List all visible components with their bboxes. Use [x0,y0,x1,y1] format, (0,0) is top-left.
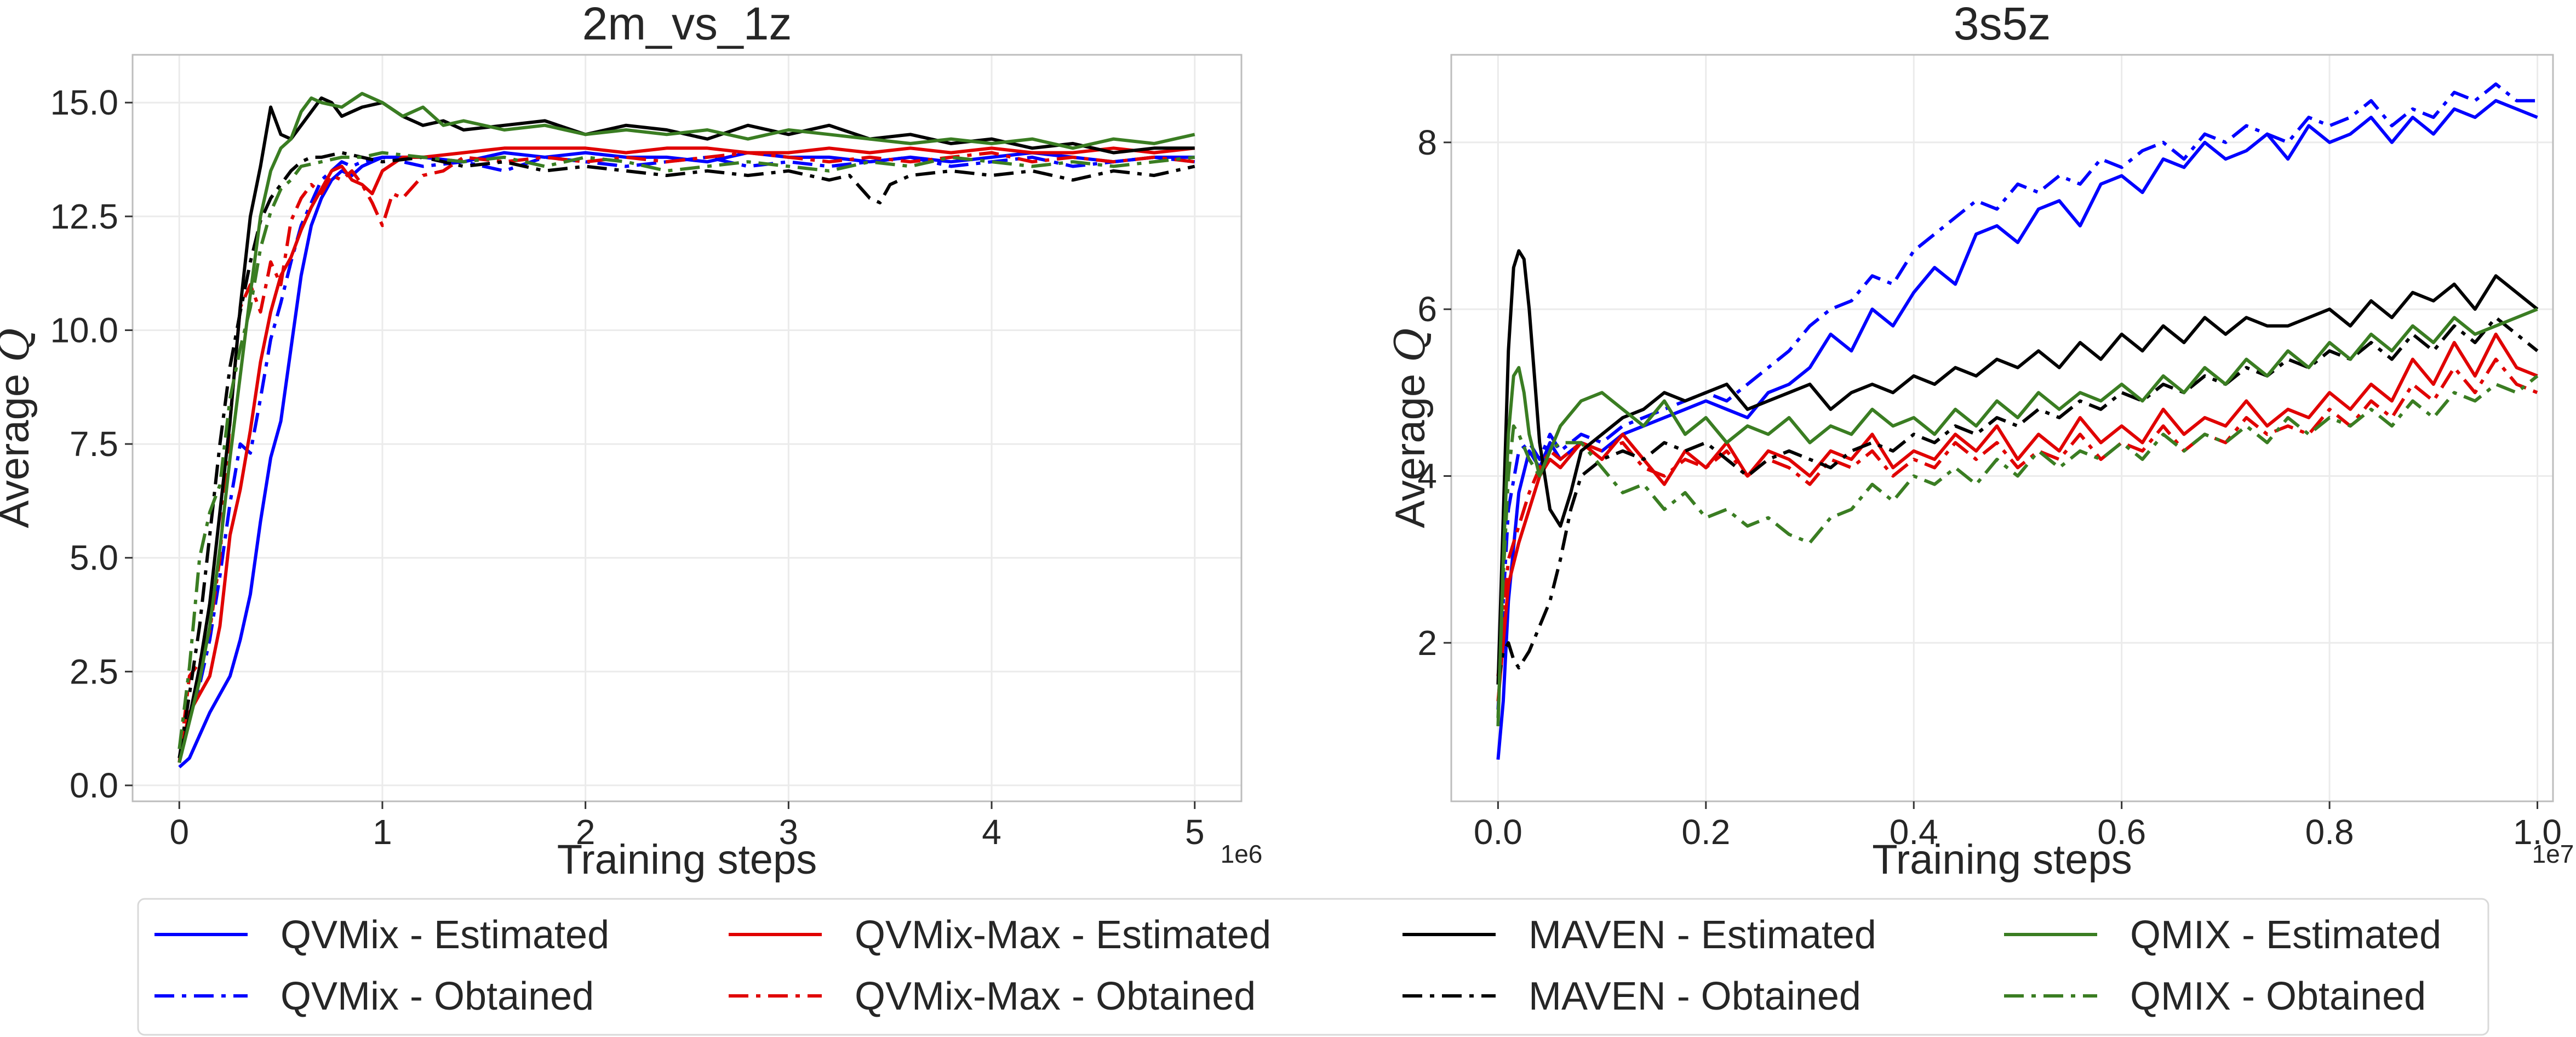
chart-2-y-tick-label-0: 2 [1417,623,1437,663]
chart-1-y-tick-label-3: 7.5 [70,424,118,464]
chart-1-x-axis-label: Training steps [557,836,817,883]
legend-box [137,898,2489,1036]
chart-2-x-tick-label-0: 0.0 [1474,812,1522,852]
chart-1-series-maven-estimated [178,96,1195,763]
chart-1-x-offset-label: 1e6 [1221,840,1263,868]
legend-label-maven-obtained: MAVEN - Obtained [1529,975,1861,1018]
chart-2-y-tick-label-2: 6 [1417,289,1437,329]
chart-2-series-qmix-estimated [1496,307,2538,727]
chart-1-series-qmix-obtained [178,151,1195,749]
chart-1-series-maven-obtained [178,151,1195,759]
chart-2-plot-frame [1450,54,2554,802]
chart-2-panel: 0.0 0.2 0.4 0.6 0.8 1.0 2 4 6 8 3s5z Training steps… [1386,0,2574,883]
chart-2-x-tick-label-4: 0.8 [2305,812,2354,852]
legend-label-qvmix-estimated: QVMix - Estimated [281,913,609,957]
chart-2-x-offset-label: 1e7 [2532,840,2574,868]
chart-2-series-qvmix-max-obtained [1496,357,2538,676]
chart-1-y-tick-label-1: 2.5 [70,652,118,691]
chart-2-y-axis-label: Average Q [1386,328,1434,528]
chart-1-title: 2m_vs_1z [582,0,792,49]
chart-1-series-qvmix-obtained [178,155,1195,759]
chart-2-x-tick-label-1: 0.2 [1681,812,1730,852]
chart-2-series-group [1496,82,2539,760]
chart-2-series-qvmix-estimated [1496,99,2538,760]
chart-1-series-qvmix-max-estimated [178,146,1195,759]
chart-2-series-qmix-obtained [1496,374,2539,718]
chart-1-x-tick-label-0: 0 [169,812,189,852]
chart-1-series-qmix-estimated [178,92,1195,763]
chart-1-series-group [178,92,1195,768]
chart-1-x-tick-label-5: 5 [1185,812,1205,852]
chart-1-y-tick-label-2: 5.0 [70,538,118,578]
chart-1-y-tick-label-0: 0.0 [70,766,118,805]
chart-1-y-tick-label-6: 15.0 [50,83,118,122]
legend-label-qvmix-obtained: QVMix - Obtained [281,975,594,1018]
chart-1-x-tick-label-1: 1 [373,812,392,852]
legend-label-qvmix-max-estimated: QVMix-Max - Estimated [855,913,1271,957]
legend-label-qmix-obtained: QMIX - Obtained [2130,975,2426,1018]
chart-1-x-tick-label-4: 4 [982,812,1001,852]
chart-1-x-tick-label-2: 2 [576,812,596,852]
chart-2-series-qvmix-max-estimated [1496,332,2538,702]
chart-2-x-tick-label-2: 0.4 [1890,812,1938,852]
chart-1-x-tick-label-3: 3 [779,812,799,852]
chart-1-panel: 0 1 2 3 4 5 0.0 2.5 5.0 7.5 10.0 12.5 15.0 2m_vs_1z Tr… [0,0,1262,883]
chart-2-x-axis-label: Training steps [1872,836,2132,883]
chart-1-plot-frame [131,54,1243,802]
chart-2-series-maven-estimated [1496,249,2539,685]
chart-2-x-tick-label-3: 0.6 [2097,812,2146,852]
chart-2-title: 3s5z [1954,0,2051,49]
legend-label-qvmix-max-obtained: QVMix-Max - Obtained [855,975,1256,1018]
chart-1-y-tick-label-5: 12.5 [50,197,118,236]
chart-2-y-tick-label-1: 4 [1417,457,1437,496]
chart-1-y-tick-label-4: 10.0 [50,310,118,350]
chart-2-series-maven-obtained [1496,316,2539,685]
legend-label-maven-estimated: MAVEN - Estimated [1529,913,1876,957]
chart-2-x-tick-label-5: 1.0 [2513,812,2562,852]
chart-1-y-axis-label: Average Q [0,328,38,528]
legend: QVMix - Estimated QVMix - Obtained QVMix-M… [137,898,2489,1036]
legend-label-qmix-estimated: QMIX - Estimated [2130,913,2441,957]
chart-2-y-tick-label-3: 8 [1417,123,1437,162]
